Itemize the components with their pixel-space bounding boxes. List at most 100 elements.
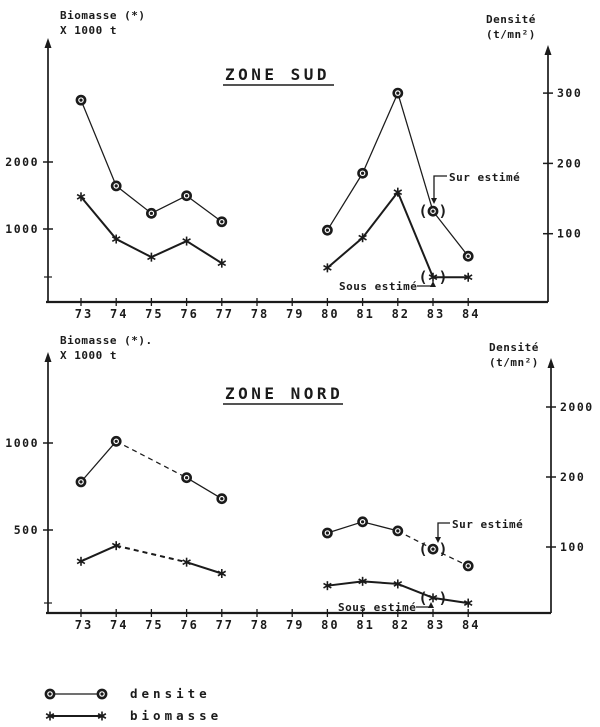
- biomasse-point-83: [428, 593, 438, 603]
- densite-point-82-center: [396, 529, 400, 533]
- series-segment: [80, 99, 117, 187]
- series-segment: [362, 580, 398, 585]
- left-axis-tick-label: 1000: [5, 436, 39, 450]
- x-axis-tick-label: 79: [286, 307, 304, 321]
- biomasse-point-76: [182, 236, 191, 246]
- legend-circle-marker-center: [48, 691, 52, 696]
- annotation-text: Sous estimé: [338, 601, 416, 614]
- x-axis-tick-label: 79: [286, 618, 304, 632]
- right-axis-tick-label: 200: [557, 156, 582, 170]
- series-segment: [186, 561, 223, 575]
- annotation-sur-estime: Sur estimé: [435, 518, 523, 543]
- series-segment: [115, 440, 187, 479]
- series-segment: [327, 580, 363, 587]
- densite-point-75-center: [149, 211, 153, 215]
- biomasse-point-73: [76, 192, 86, 202]
- annotation-sous-estime: Sous estimé: [339, 280, 436, 293]
- annotation-text: Sur estimé: [449, 171, 520, 184]
- series-segment: [151, 195, 187, 214]
- annotation-leader: [433, 175, 447, 199]
- legend-item-biomasse: biomasse: [40, 705, 222, 726]
- paren-right: ): [438, 202, 447, 220]
- x-axis-tick-label: 75: [145, 618, 163, 632]
- x-axis-tick-label: 80: [321, 618, 339, 632]
- legend: densite biomasse: [40, 683, 222, 726]
- chart-title: ZONE NORD: [225, 384, 343, 403]
- densite-point-81-center: [361, 520, 365, 524]
- legend-item-densite: densite: [40, 683, 222, 704]
- right-axis-title: Densité: [486, 13, 536, 26]
- left-axis-tick-label: 1000: [5, 222, 39, 236]
- densite-point-82-center: [396, 91, 400, 95]
- annotation-arrow: [435, 537, 441, 543]
- x-axis-tick-label: 78: [251, 307, 269, 321]
- paren-right: ): [438, 589, 447, 607]
- series-segment: [362, 521, 398, 532]
- x-axis-tick-label: 73: [75, 618, 93, 632]
- annotation-leader: [437, 522, 450, 538]
- x-axis-tick-label: 83: [427, 618, 445, 632]
- series-biomasse: (): [76, 541, 473, 608]
- series-segment: [327, 521, 363, 534]
- annotation-text: Sous estimé: [339, 280, 417, 293]
- annotation-text: Sur estimé: [452, 518, 523, 531]
- series-segment: [432, 210, 469, 257]
- paren-left: (: [418, 202, 427, 220]
- annotation-sous-estime: Sous estimé: [338, 601, 434, 614]
- x-axis-tick-label: 84: [462, 307, 480, 321]
- left-axis-unit: X 1000 t: [60, 349, 117, 362]
- series-segment: [326, 236, 364, 269]
- densite-point-83-center: [431, 547, 435, 551]
- left-axis-arrow: [44, 352, 52, 362]
- x-axis-tick-label: 83: [427, 307, 445, 321]
- series-segment: [362, 92, 399, 174]
- series-segment: [115, 238, 152, 259]
- right-axis-arrow: [544, 45, 552, 55]
- densite-point-84-center: [466, 564, 470, 568]
- biomasse-point-82: [393, 187, 403, 197]
- biomasse-point-74: [111, 234, 121, 244]
- biomasse-point-75: [147, 252, 156, 262]
- legend-circle-marker-center: [100, 691, 104, 696]
- biomasse-point-83: [428, 272, 438, 282]
- series-segment: [115, 544, 187, 564]
- left-axis-title: Biomasse (*).: [60, 334, 153, 347]
- x-axis-tick-label: 81: [356, 618, 374, 632]
- series-segment: [80, 196, 117, 240]
- right-axis-unit: (t/mn²): [486, 28, 536, 41]
- x-axis-tick-label: 75: [145, 307, 163, 321]
- left-axis-unit: X 1000 t: [60, 24, 117, 37]
- biomasse-point-80: [323, 581, 332, 591]
- paren-left: (: [418, 589, 427, 607]
- left-axis-tick-label: 2000: [5, 155, 39, 169]
- legend-asterisk-marker: [45, 711, 55, 720]
- densite-point-81-center: [361, 171, 365, 175]
- x-axis-tick-label: 76: [180, 307, 198, 321]
- x-axis-tick-label: 84: [462, 618, 480, 632]
- series-segment: [397, 92, 434, 212]
- chart-zone-sud: 2000 1000 300 200 100 73 74 75 76 77 78 79 80 81 82 83 8…: [5, 9, 582, 321]
- densite-point-80-center: [325, 531, 329, 535]
- x-axis-tick-label: 81: [356, 307, 374, 321]
- legend-label-densite: densite: [130, 686, 211, 701]
- biomasse-point-77: [217, 258, 227, 268]
- densite-point-73-center: [79, 98, 83, 102]
- left-axis-title: Biomasse (*): [60, 9, 145, 22]
- right-axis-tick-label: 100: [560, 540, 585, 554]
- series-segment: [186, 195, 223, 223]
- x-axis-tick-label: 78: [251, 618, 269, 632]
- densite-point-73-center: [79, 480, 83, 484]
- series-segment: [326, 172, 364, 231]
- x-axis-tick-label: 74: [110, 618, 128, 632]
- right-axis-unit: (t/mn²): [489, 356, 539, 369]
- biomasse-point-76: [182, 557, 191, 567]
- biomasse-point-74: [111, 541, 121, 551]
- biomasse-point-84: [463, 598, 473, 608]
- biomasse-point-73: [76, 556, 86, 566]
- series-segment: [80, 440, 117, 483]
- x-axis-tick-label: 73: [75, 307, 93, 321]
- chart-zone-nord: 1000 500 2000 200 100 73 74 75 76 77 78 79 80 81 82 83 8…: [5, 334, 592, 632]
- densite-point-84-center: [466, 254, 470, 258]
